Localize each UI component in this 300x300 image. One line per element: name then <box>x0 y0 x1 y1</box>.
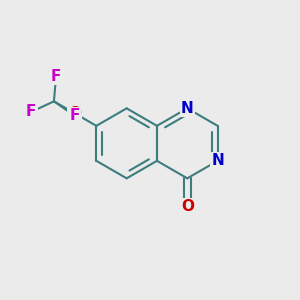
Text: F: F <box>26 104 37 119</box>
Text: F: F <box>51 69 61 84</box>
Text: N: N <box>211 153 224 168</box>
Text: O: O <box>68 106 81 121</box>
Text: F: F <box>69 108 80 123</box>
Text: N: N <box>181 101 194 116</box>
Text: O: O <box>181 199 194 214</box>
